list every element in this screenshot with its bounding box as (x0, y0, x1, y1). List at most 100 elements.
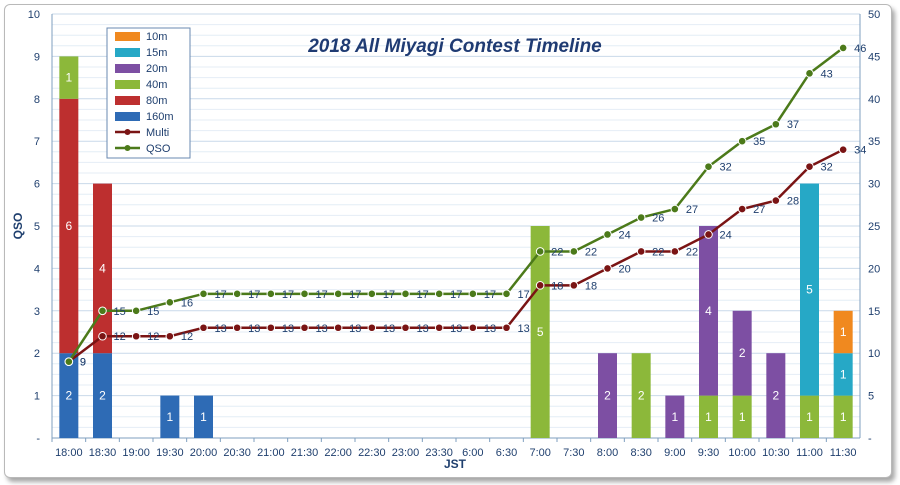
y-tick-label-left: 5 (34, 221, 40, 233)
point-label-QSO: 26 (652, 213, 664, 225)
y-tick-label-right: 15 (868, 306, 880, 318)
legend-marker-Multi (124, 129, 131, 135)
point-QSO (502, 289, 511, 299)
point-Multi (300, 323, 309, 333)
point-Multi (704, 230, 713, 239)
y-tick-label-left: 4 (34, 263, 40, 275)
point-label-QSO: 22 (551, 246, 563, 258)
point-QSO (636, 213, 646, 222)
point-label-Multi: 13 (248, 323, 260, 335)
y-axis-title: QSO (11, 213, 25, 240)
y-tick-label-right: 20 (868, 263, 880, 275)
point-Multi (670, 247, 680, 256)
bar-label: 2 (638, 389, 645, 403)
x-tick-label: 21:00 (257, 447, 285, 459)
point-QSO (232, 289, 242, 299)
x-tick-label: 18:00 (55, 447, 83, 459)
bar-label: 4 (99, 261, 106, 275)
x-tick-label: 8:00 (597, 447, 618, 459)
point-label-Multi: 13 (518, 323, 530, 335)
y-tick-label-right: 5 (868, 391, 874, 403)
x-tick-label: 7:00 (529, 447, 550, 459)
point-Multi (401, 323, 410, 333)
bar-160m (194, 395, 213, 438)
point-label-Multi: 13 (484, 323, 496, 335)
bar-40m (699, 395, 718, 438)
bar-label: 1 (739, 410, 746, 424)
point-label-Multi: 13 (282, 323, 294, 335)
point-label-QSO: 16 (181, 297, 193, 309)
bar-15m (800, 183, 819, 396)
x-tick-label: 19:30 (156, 447, 184, 459)
legend-label: 160m (146, 111, 174, 123)
point-label-Multi: 34 (854, 145, 866, 157)
legend-label: 15m (146, 47, 167, 59)
legend-label: 10m (146, 31, 167, 43)
bar-label: 4 (705, 304, 712, 318)
point-label-Multi: 20 (619, 263, 631, 275)
bar-label: 1 (65, 71, 72, 85)
bar-20m (732, 310, 752, 396)
point-label-Multi: 28 (787, 196, 799, 208)
point-label-QSO: 17 (215, 289, 227, 301)
point-QSO (300, 289, 309, 299)
bar-160m (160, 395, 180, 438)
legend-swatch-20m (115, 64, 140, 73)
point-QSO (468, 289, 478, 299)
bar-label: 5 (806, 283, 813, 297)
bar-label: 1 (806, 410, 813, 424)
point-QSO (535, 247, 545, 256)
point-QSO (434, 289, 444, 299)
point-label-QSO: 15 (114, 306, 126, 318)
point-label-QSO: 17 (383, 289, 395, 301)
point-Multi (569, 281, 579, 290)
bar-label: 2 (65, 389, 72, 403)
x-tick-label: 18:30 (89, 447, 117, 459)
legend-label: QSO (146, 143, 171, 155)
point-label-Multi: 12 (181, 331, 193, 343)
x-tick-label: 7:30 (563, 447, 584, 459)
bar-40m (59, 56, 79, 99)
point-QSO (131, 306, 141, 316)
point-QSO (98, 306, 107, 316)
y-axis-left-ticks: - 1 2 3 4 5 6 7 8 9 10 (28, 9, 41, 445)
point-label-QSO: 15 (147, 306, 159, 318)
bar-label: 2 (739, 346, 746, 360)
bar-40m (732, 395, 752, 438)
point-Multi (165, 331, 175, 341)
point-QSO (266, 289, 276, 299)
x-axis-title: JST (444, 457, 467, 471)
point-QSO (838, 43, 848, 53)
point-label-QSO: 9 (80, 357, 86, 369)
bar-80m (59, 98, 79, 354)
point-label-Multi: 13 (417, 323, 429, 335)
bar-40m (631, 353, 651, 438)
point-label-QSO: 17 (484, 289, 496, 301)
bar-label: 2 (772, 389, 779, 403)
point-label-Multi: 13 (316, 323, 328, 335)
bar-40m (800, 395, 819, 438)
legend: 10m 15m 20m 40m 80m 160m Multi QSO (106, 27, 191, 159)
point-label-QSO: 17 (349, 289, 361, 301)
legend-swatch-10m (115, 32, 140, 41)
bar-20m (598, 353, 617, 438)
chart-title: 2018 All Miyagi Contest Timeline (307, 36, 602, 57)
point-label-QSO: 17 (450, 289, 462, 301)
x-tick-label: 22:00 (324, 447, 352, 459)
point-QSO (165, 298, 175, 307)
y-axis-right-ticks: - 5 10 15 20 25 30 35 40 45 50 (868, 9, 880, 445)
point-Multi (838, 145, 848, 154)
bar-label: 1 (166, 410, 173, 424)
legend-swatch-15m (115, 48, 140, 57)
point-label-Multi: 27 (753, 204, 765, 216)
point-label-Multi: 18 (551, 280, 563, 292)
point-label-Multi: 13 (450, 323, 462, 335)
y-tick-label-left: 8 (34, 94, 40, 106)
point-label-QSO: 17 (282, 289, 294, 301)
legend-label: 80m (146, 95, 167, 107)
point-QSO (569, 247, 579, 256)
point-label-QSO: 17 (316, 289, 328, 301)
